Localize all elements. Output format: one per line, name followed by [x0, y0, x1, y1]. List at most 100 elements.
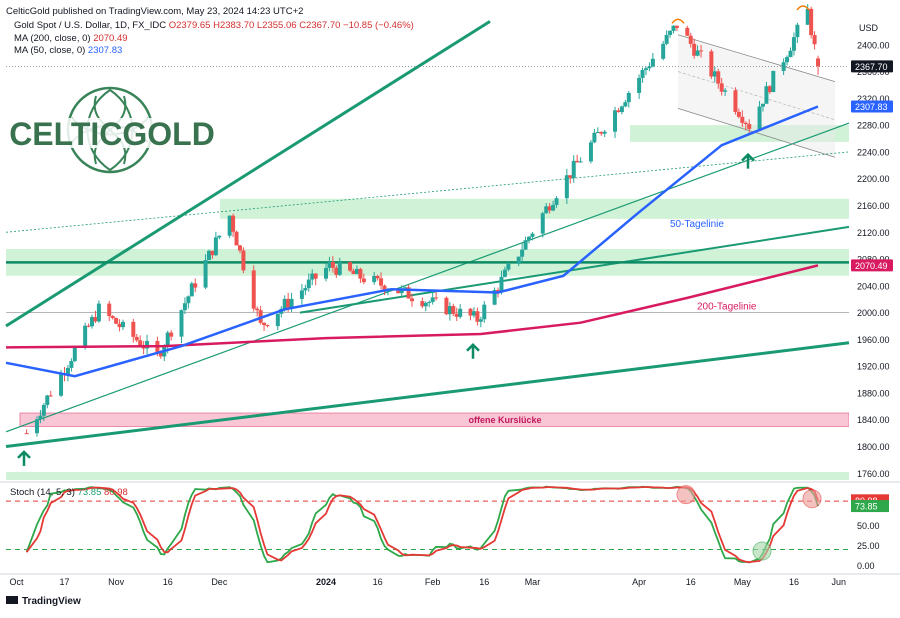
candle-body	[83, 325, 88, 349]
candle-body	[540, 213, 545, 234]
price-tick-label: 1840.00	[857, 415, 890, 425]
candle-body	[568, 175, 573, 178]
candle-body	[709, 51, 714, 77]
candle-body	[334, 267, 339, 275]
candle-body	[385, 290, 390, 292]
candle-body	[275, 313, 280, 327]
stoch-legend-label: Stoch (14, 5, 3)	[10, 487, 75, 498]
steep-trendline	[5, 122, 850, 433]
candle-body	[423, 302, 428, 307]
price-axis-badge-label: 2367.70	[855, 62, 888, 72]
candle-body	[551, 204, 556, 211]
candle-body	[688, 35, 693, 44]
candle-body	[571, 160, 576, 178]
candle-body	[671, 25, 676, 31]
time-tick-label: Jun	[831, 577, 846, 587]
candle-body	[812, 35, 817, 45]
candle-body	[716, 71, 721, 84]
ma50-legend[interactable]: MA (50, close, 0) 2307.83	[14, 45, 122, 56]
candle-body	[38, 415, 43, 420]
candle-body	[623, 102, 628, 107]
candle-body	[169, 332, 174, 337]
candle-body	[613, 110, 618, 132]
candle-body	[740, 116, 745, 123]
candle-body	[647, 66, 652, 69]
candle-body	[337, 262, 342, 275]
candle-body	[692, 43, 697, 56]
candle-body	[282, 298, 287, 309]
candle-body	[86, 325, 91, 327]
candle-body	[131, 321, 136, 337]
stoch-tick-label: 0.00	[857, 561, 875, 571]
candle-body	[372, 275, 377, 283]
candle-body	[668, 30, 673, 35]
candle-body	[592, 132, 597, 143]
price-axis-badge-label: 2307.83	[855, 102, 888, 112]
candle-body	[599, 132, 604, 134]
stoch-tick-label: 50.00	[857, 521, 880, 531]
channel-top	[677, 34, 836, 82]
upper-trendline	[5, 20, 491, 328]
gap-zone	[19, 412, 850, 427]
publisher-text: CelticGold published on TradingView.com,…	[6, 6, 304, 17]
price-tick-label: 2320.00	[857, 94, 890, 104]
time-tick-label: 16	[163, 577, 173, 587]
candle-body	[785, 57, 790, 63]
candle-body	[743, 122, 748, 125]
candle-body	[723, 90, 728, 92]
candle-body	[530, 233, 535, 237]
candle-body	[444, 297, 449, 315]
candle-body	[674, 25, 679, 28]
candle-body	[59, 373, 64, 396]
candle-body	[564, 175, 569, 199]
time-tick-label: May	[734, 577, 752, 587]
candle-body	[134, 336, 139, 341]
candle-body	[158, 352, 163, 357]
ma50-legend-value: 2307.83	[87, 45, 123, 56]
candle-body	[262, 322, 267, 326]
celticgold-logo: CELTICGOLD	[9, 86, 215, 174]
candle-body	[120, 321, 125, 328]
currency-label: USD	[859, 23, 879, 33]
ohlc-change: −10.85 (−0.46%)	[343, 20, 414, 31]
candle-body	[430, 297, 435, 302]
candle-body	[616, 110, 621, 113]
candle-body	[554, 198, 559, 205]
tradingview-footer[interactable]: TradingView	[6, 596, 81, 607]
logo-text: CELTICGOLD	[9, 116, 215, 152]
ma50-legend-label: MA (50, close, 0)	[14, 45, 86, 56]
price-tick-label: 2040.00	[857, 281, 890, 291]
channel-fill	[678, 34, 835, 158]
candle-body	[478, 319, 483, 322]
stoch-d-line	[25, 486, 819, 564]
stoch-axis-badge	[851, 500, 889, 513]
candle-body	[619, 106, 624, 113]
time-tick-label: Oct	[9, 577, 24, 587]
up-arrow-icon	[466, 342, 480, 359]
candle-body	[661, 43, 666, 59]
dotted-trendline	[5, 151, 850, 233]
candle-body	[482, 304, 487, 320]
candle-body	[427, 301, 432, 303]
time-tick-label: Mar	[525, 577, 541, 587]
ohlc-high: H2383.70	[213, 20, 255, 31]
candle-body	[447, 306, 452, 315]
candle-body	[358, 268, 363, 279]
candle-body	[547, 206, 552, 211]
publisher-line: CelticGold published on TradingView.com,…	[6, 6, 303, 17]
stoch-overbought-marker	[802, 489, 822, 509]
candle-body	[712, 71, 717, 77]
stoch-legend[interactable]: Stoch (14, 5, 3) 73.85 80.98	[10, 487, 128, 498]
candle-body	[544, 206, 549, 214]
candle-body	[48, 395, 53, 397]
candle-body	[286, 298, 291, 308]
tradingview-brand: TradingView	[22, 596, 81, 607]
candle-body	[34, 419, 39, 434]
candle-body	[805, 8, 810, 25]
candle-body	[117, 323, 122, 328]
ohlc-open: O2379.65	[168, 20, 211, 31]
ma200-legend[interactable]: MA (200, close, 0) 2070.49	[14, 33, 128, 44]
candle-body	[816, 58, 821, 67]
ma50-annotation: 50-Tagelinie	[670, 219, 724, 230]
